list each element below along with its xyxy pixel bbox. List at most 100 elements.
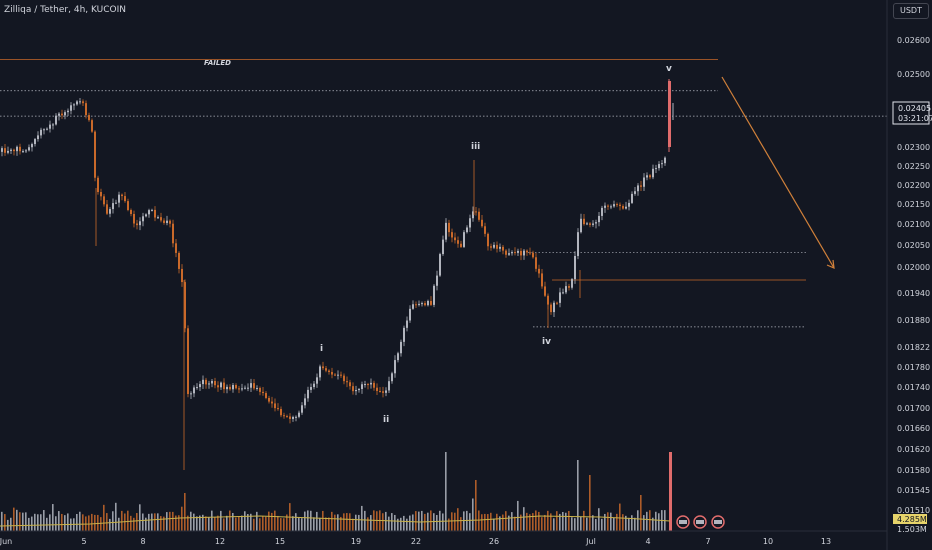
- volume-bar: [448, 518, 450, 531]
- volume-bar: [511, 512, 513, 531]
- candle-body: [166, 220, 168, 223]
- time-tick-label: 12: [215, 537, 225, 546]
- candle-body: [538, 268, 540, 274]
- candle-body: [661, 163, 663, 165]
- candle-body: [115, 202, 117, 204]
- candle-body: [502, 246, 504, 251]
- volume-bar: [376, 511, 378, 531]
- volume-bar: [499, 516, 501, 531]
- candle-body: [481, 219, 483, 227]
- price-tick-label: 0.01510: [897, 506, 930, 515]
- candle-body: [403, 327, 405, 342]
- current-volume-bar: [669, 452, 672, 531]
- candle-body: [391, 373, 393, 382]
- candle-body: [226, 386, 228, 390]
- time-tick-label: 7: [705, 537, 710, 546]
- candle-body: [301, 405, 303, 413]
- candle-body: [31, 144, 33, 148]
- volume-value-label: 4.285M: [893, 514, 927, 524]
- volume-bar: [19, 512, 21, 531]
- volume-bar: [22, 512, 24, 531]
- price-tick-label: 0.02250: [897, 162, 930, 171]
- time-axis[interactable]: Jun 5 8 12 15 19 22 26 Jul 4 7 10 13: [0, 537, 831, 546]
- candle-body: [163, 220, 165, 223]
- price-axis[interactable]: 0.02600 0.02500 0.02300 0.02250 0.02200 0.021…: [897, 36, 930, 515]
- time-tick-label: 22: [411, 537, 421, 546]
- event-icon-3[interactable]: [711, 515, 725, 529]
- projection-arrow[interactable]: [721, 76, 835, 269]
- candle-body: [607, 205, 609, 207]
- candle-body: [187, 328, 189, 394]
- event-icons[interactable]: [676, 515, 725, 529]
- candle-body: [646, 175, 648, 178]
- candle-body: [121, 194, 123, 197]
- currency-button[interactable]: USDT: [893, 3, 929, 19]
- candle-body: [610, 206, 612, 208]
- current-candle-body: [668, 81, 671, 147]
- volume-bar: [391, 513, 393, 531]
- volume-bar: [370, 515, 372, 531]
- candle-body: [664, 157, 666, 164]
- candle-body: [169, 220, 171, 224]
- candle-body: [520, 250, 522, 256]
- volume-bar: [88, 515, 90, 531]
- candle-body: [466, 227, 468, 233]
- volume-bar: [301, 518, 303, 531]
- candle-body: [376, 387, 378, 392]
- volume-ma-line: [0, 515, 671, 527]
- volume-bar: [454, 512, 456, 531]
- candle-body: [487, 233, 489, 247]
- candle-body: [79, 101, 81, 103]
- candle-body: [325, 368, 327, 371]
- volume-bar: [394, 514, 396, 531]
- event-icon-2[interactable]: [693, 515, 707, 529]
- candle-body: [406, 320, 408, 328]
- volume-bar: [52, 504, 54, 531]
- volume-bar: [352, 518, 354, 531]
- volume-bar: [580, 517, 582, 531]
- last-price-label: 0.02405 03:21:07: [892, 101, 932, 125]
- candle-body: [658, 164, 660, 169]
- candle-body: [49, 124, 51, 129]
- candle-body: [181, 268, 183, 283]
- volume-bar: [385, 511, 387, 531]
- volume-bar: [562, 511, 564, 531]
- volume-bar: [307, 510, 309, 531]
- event-icon-1[interactable]: [676, 515, 690, 529]
- volume-bar: [151, 513, 153, 531]
- candle-body: [418, 303, 420, 305]
- candle-body: [73, 104, 75, 106]
- volume-bar: [604, 513, 606, 531]
- candle-body: [337, 374, 339, 376]
- volume-bar: [148, 513, 150, 531]
- candle-body: [19, 146, 21, 152]
- candle-body: [58, 113, 60, 116]
- volume-bar: [361, 505, 363, 531]
- candle-body: [55, 115, 57, 125]
- volume-bar: [247, 514, 249, 531]
- price-tick-label: 0.01580: [897, 466, 930, 475]
- price-tick-label: 0.01545: [897, 486, 930, 495]
- volume-bar: [331, 511, 333, 531]
- projection-arrow-line[interactable]: [721, 76, 835, 269]
- volume-bar: [577, 460, 579, 531]
- candle-body: [436, 275, 438, 286]
- candle-body: [352, 386, 354, 392]
- volume-bar: [559, 513, 561, 531]
- candle-body: [385, 390, 387, 393]
- candle-body: [364, 384, 366, 386]
- candle-body: [61, 113, 63, 116]
- time-tick-label: 8: [140, 537, 145, 546]
- time-tick-label: Jun: [0, 537, 12, 546]
- volume-bar: [637, 510, 639, 531]
- volume-bar: [481, 514, 483, 531]
- volume-bar: [316, 511, 318, 531]
- volume-bar: [658, 513, 660, 531]
- volume-bar: [553, 518, 555, 531]
- volume-bar: [415, 511, 417, 531]
- volume-bar: [631, 515, 633, 531]
- candle-body: [238, 388, 240, 390]
- volume-bar: [505, 511, 507, 531]
- volume-bar: [154, 513, 156, 531]
